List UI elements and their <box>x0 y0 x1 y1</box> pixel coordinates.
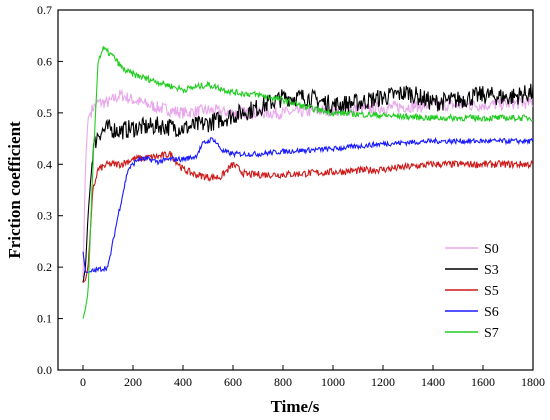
y-tick-label: 0.3 <box>37 209 52 223</box>
legend-label-s0: S0 <box>484 242 499 257</box>
x-tick-label: 400 <box>174 375 192 389</box>
legend: S0 S3 S5 S6 S7 <box>445 242 499 341</box>
y-axis-title: Friction coefficient <box>5 121 24 259</box>
legend-label-s3: S3 <box>484 263 499 278</box>
x-tick-label: 800 <box>274 375 292 389</box>
series-line-s3 <box>82 83 534 283</box>
y-tick-label: 0.0 <box>37 363 52 377</box>
x-tick-label: 200 <box>124 375 142 389</box>
y-tick-label: 0.5 <box>37 106 52 120</box>
x-tick-label: 0 <box>80 375 86 389</box>
y-tick-label: 0.2 <box>37 260 52 274</box>
series-line-s5 <box>82 150 534 283</box>
y-axis: 0.0 0.1 0.2 0.3 0.4 0.5 0.6 0.7 <box>37 3 63 377</box>
x-tick-label: 1200 <box>371 375 395 389</box>
x-axis-title: Time/s <box>271 397 320 416</box>
x-axis: 0 200 400 600 800 1000 1200 1400 1600 1800 <box>80 365 545 389</box>
series-line-s0 <box>82 88 534 278</box>
plot-border <box>57 9 534 371</box>
y-tick-label: 0.6 <box>37 54 52 68</box>
legend-label-s7: S7 <box>484 326 499 341</box>
series-lines <box>82 46 534 319</box>
legend-label-s5: S5 <box>484 284 499 299</box>
x-tick-label: 1600 <box>471 375 495 389</box>
x-tick-label: 1000 <box>321 375 345 389</box>
legend-label-s6: S6 <box>484 305 499 320</box>
x-tick-label: 1800 <box>521 375 545 389</box>
x-tick-label: 1400 <box>421 375 445 389</box>
series-line-s6 <box>82 136 534 273</box>
x-tick-label: 600 <box>224 375 242 389</box>
series-line-s7 <box>82 46 533 319</box>
plot-area <box>57 9 534 371</box>
y-tick-label: 0.4 <box>37 157 52 171</box>
y-tick-label: 0.1 <box>37 312 52 326</box>
y-tick-label: 0.7 <box>37 3 52 17</box>
